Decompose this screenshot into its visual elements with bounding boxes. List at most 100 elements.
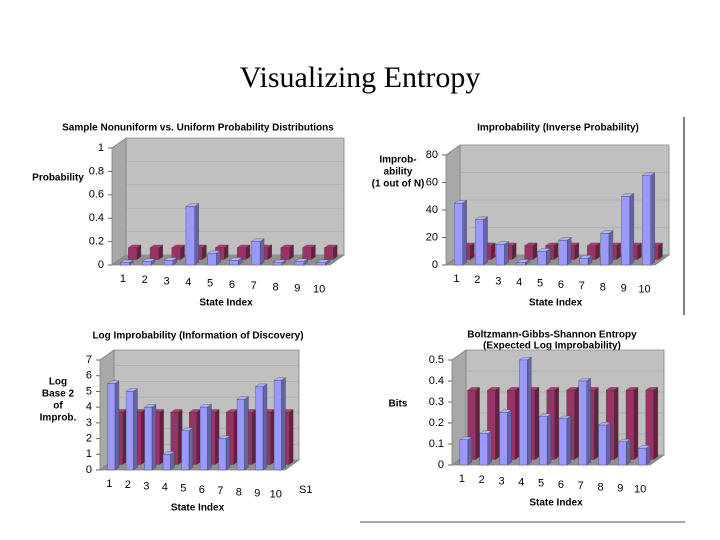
bar: [163, 260, 174, 266]
x-tick-label: 5: [207, 278, 213, 290]
bar: [475, 219, 484, 266]
bar: [618, 441, 627, 466]
x-tick-label: 7: [217, 485, 223, 497]
y-tick-label: 1: [86, 448, 92, 460]
bar: [128, 247, 138, 260]
bar-side: [188, 427, 194, 471]
bar: [579, 257, 589, 266]
bar-side: [495, 387, 500, 460]
bar: [479, 433, 488, 466]
x-tick-label: 3: [498, 475, 504, 487]
slide-title: Visualizing Entropy: [240, 61, 481, 94]
y-axis-label: Log: [49, 377, 67, 388]
bar: [199, 406, 208, 471]
y-axis-label: of: [53, 401, 63, 412]
bar: [459, 439, 469, 466]
bar: [207, 253, 217, 266]
bar: [229, 260, 239, 266]
bar: [598, 424, 607, 466]
bar-side: [462, 200, 467, 266]
y-tick-label: 0.8: [89, 165, 104, 177]
bar-side: [259, 238, 265, 266]
bar-side: [606, 422, 611, 466]
bar-side: [527, 356, 532, 466]
y-tick-label: 5: [86, 385, 92, 397]
bar: [316, 262, 326, 266]
x-tick-label: 6: [199, 484, 205, 496]
bar: [181, 430, 190, 471]
bar-side: [487, 430, 492, 466]
bar-side: [574, 387, 579, 460]
bar: [454, 202, 463, 266]
x-tick-label: 3: [163, 275, 169, 287]
bar-side: [281, 377, 286, 471]
x-tick-label: 1: [120, 273, 126, 285]
y-tick-label: 1: [98, 142, 104, 154]
y-tick-label: 6: [86, 370, 92, 382]
bar: [125, 391, 134, 471]
y-tick-label: 0.1: [429, 438, 444, 450]
x-tick-label: 1: [106, 478, 112, 490]
y-axis-label: ability: [384, 167, 413, 178]
x-tick-label: 2: [142, 274, 148, 286]
bar-side: [566, 237, 572, 266]
bar: [294, 261, 304, 266]
bar: [144, 406, 153, 471]
bar: [236, 399, 245, 471]
bar: [149, 247, 159, 260]
x-tick-label: 9: [254, 488, 260, 500]
x-axis-label: State Index: [171, 503, 225, 514]
bar: [516, 262, 526, 266]
bar-side: [475, 387, 480, 460]
bar-side: [546, 413, 552, 466]
y-tick-label: 0.4: [89, 212, 104, 224]
bar: [273, 380, 282, 471]
x-tick-label: 9: [617, 483, 623, 495]
x-tick-label: 5: [538, 478, 544, 490]
y-tick-label: 60: [426, 176, 438, 188]
bar-side: [566, 415, 572, 466]
bar: [538, 416, 548, 466]
bar: [272, 262, 283, 266]
chart-title: Log Improbability (Information of Discov…: [92, 331, 303, 342]
bar-side: [594, 387, 599, 460]
series-label: S1: [299, 484, 312, 496]
bar-side: [629, 193, 634, 266]
bar: [499, 412, 508, 466]
x-tick-label: 8: [600, 281, 606, 293]
bar-side: [504, 241, 509, 266]
side-wall: [111, 137, 127, 266]
bar: [621, 196, 630, 266]
x-tick-label: 2: [474, 274, 480, 286]
x-tick-label: 5: [537, 278, 543, 290]
bar-side: [483, 216, 488, 266]
x-tick-label: 7: [251, 280, 257, 292]
y-tick-label: 7: [86, 354, 92, 366]
y-tick-label: 0: [86, 464, 92, 476]
x-tick-label: 10: [313, 284, 325, 296]
bar-side: [633, 387, 639, 460]
bar-side: [554, 387, 559, 460]
bar: [302, 247, 312, 260]
bar: [519, 359, 528, 466]
y-axis-label: Improb.: [40, 413, 77, 424]
x-tick-label: 3: [495, 275, 501, 287]
back-wall: [125, 137, 345, 256]
y-tick-label: 40: [426, 204, 438, 216]
x-tick-label: 4: [162, 482, 168, 494]
bar-side: [614, 387, 619, 460]
x-tick-label: 2: [479, 474, 485, 486]
bar: [600, 233, 610, 266]
chart-title: Boltzmann-Gibbs-Shannon Entropy: [467, 330, 637, 341]
bar: [107, 383, 116, 471]
y-tick-label: 80: [426, 149, 438, 161]
bar: [558, 240, 568, 266]
x-tick-label: 6: [558, 279, 564, 291]
y-tick-label: 0: [98, 259, 104, 271]
x-tick-label: 6: [558, 479, 564, 491]
bar-side: [645, 445, 651, 466]
bar: [251, 241, 261, 266]
x-tick-label: 10: [638, 284, 650, 296]
chart-title: (Expected Log Improbability): [483, 341, 621, 352]
bar: [280, 247, 290, 260]
